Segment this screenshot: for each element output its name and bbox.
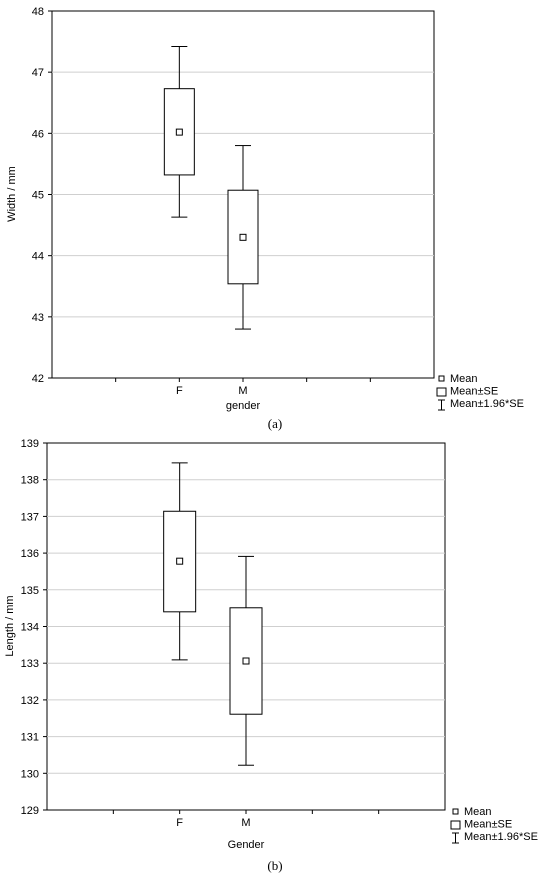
boxes-a	[163, 45, 259, 330]
x-tick-label-f: F	[176, 385, 183, 397]
y-tick-label: 44	[32, 251, 44, 263]
y-tick-label: 135	[21, 585, 39, 597]
y-tick-label: 43	[32, 312, 44, 324]
y-tick-label: 132	[21, 695, 39, 707]
mean-marker	[175, 128, 183, 136]
box-f	[163, 462, 197, 661]
y-tick-label: 45	[32, 190, 44, 202]
y-tick-label: 130	[21, 768, 39, 780]
y-tick-label: 42	[32, 373, 44, 385]
y-tick-label: 48	[32, 6, 44, 18]
y-tick-label: 131	[21, 732, 39, 744]
y-tick-label: 138	[21, 475, 39, 487]
box-f	[163, 45, 195, 218]
panel-caption-b: (b)	[267, 858, 282, 873]
y-axis-label-a: Width / mm	[6, 166, 18, 222]
legend-label: Mean±SE	[464, 819, 512, 831]
y-axis-b: 129 130 131 132 133 134 135 136 137 138 139	[21, 438, 47, 817]
y-tick-label: 129	[21, 805, 39, 817]
legend-se-symbol	[436, 387, 447, 397]
legend-mean-symbol	[438, 375, 445, 382]
y-tick-label: 134	[21, 622, 39, 634]
legend-label: Mean	[450, 373, 478, 385]
y-tick-label: 47	[32, 67, 44, 79]
x-tick-label-m: M	[241, 817, 250, 829]
mean-marker	[239, 233, 247, 241]
box-m	[227, 145, 259, 330]
mean-marker	[242, 657, 250, 665]
legend-label: Mean±1.96*SE	[450, 398, 524, 410]
legend-se-symbol	[450, 820, 461, 830]
legend-label: Mean	[464, 806, 492, 818]
x-tick-label-m: M	[238, 385, 247, 397]
y-tick-label: 46	[32, 128, 44, 140]
y-tick-label: 136	[21, 548, 39, 560]
panel-caption-a: (a)	[268, 416, 282, 431]
mean-marker	[176, 557, 184, 565]
y-tick-label: 133	[21, 658, 39, 670]
x-axis-label-b: Gender	[228, 839, 265, 851]
legend-mean-symbol	[452, 808, 459, 815]
legend-label: Mean±SE	[450, 386, 498, 398]
y-tick-label: 137	[21, 511, 39, 523]
box-m	[229, 555, 263, 766]
legend-label: Mean±1.96*SE	[464, 831, 538, 843]
y-axis-label-b: Length / mm	[4, 595, 16, 656]
y-tick-label: 139	[21, 438, 39, 450]
x-axis-label-a: gender	[226, 400, 261, 412]
x-tick-label-f: F	[176, 817, 183, 829]
y-axis-a: 42 43 44 45 46 47 48	[32, 6, 52, 385]
boxes-b	[163, 462, 263, 766]
